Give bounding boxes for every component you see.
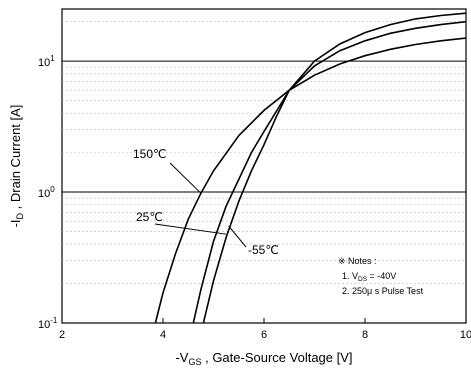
pointer-minus55c <box>228 225 247 248</box>
plot-frame <box>61 8 467 324</box>
curve-150c <box>154 37 467 324</box>
pointer-150c <box>169 162 202 194</box>
notes-title: ※ Notes : <box>338 256 377 266</box>
y-tick-label: 101 <box>38 54 55 69</box>
minor-gridlines <box>62 21 466 284</box>
label-pointers <box>154 162 247 248</box>
x-tick-label: 8 <box>362 329 368 341</box>
x-tick-label: 10 <box>460 329 471 341</box>
curve-label-150c: 150℃ <box>133 147 167 161</box>
curve-label-minus55c: -55℃ <box>248 243 279 257</box>
y-tick-label: 10-1 <box>38 316 58 331</box>
notes-line-2: 2. 250μ s Pulse Test <box>342 286 424 296</box>
curve-label-25c: 25℃ <box>136 210 163 224</box>
y-tick-labels: 10-1 100 101 <box>38 54 58 331</box>
x-tick-labels: 2 4 6 8 10 <box>59 329 471 341</box>
x-tick-label: 4 <box>160 329 166 341</box>
notes-box: ※ Notes : 1. VDS = -40V 2. 250μ s Pulse … <box>338 256 424 296</box>
x-axis-label: -VGS , Gate-Source Voltage [V] <box>175 350 352 367</box>
y-axis-label: -ID , Drain Current [A] <box>8 105 25 228</box>
y-tick-label: 100 <box>38 185 55 200</box>
curve-minus55c <box>202 12 467 324</box>
notes-line-1: 1. VDS = -40V <box>342 271 396 283</box>
x-tick-label: 6 <box>261 329 267 341</box>
x-tick-label: 2 <box>59 329 65 341</box>
pointer-25c <box>154 223 227 235</box>
major-gridlines <box>61 60 467 323</box>
curves <box>154 12 467 324</box>
